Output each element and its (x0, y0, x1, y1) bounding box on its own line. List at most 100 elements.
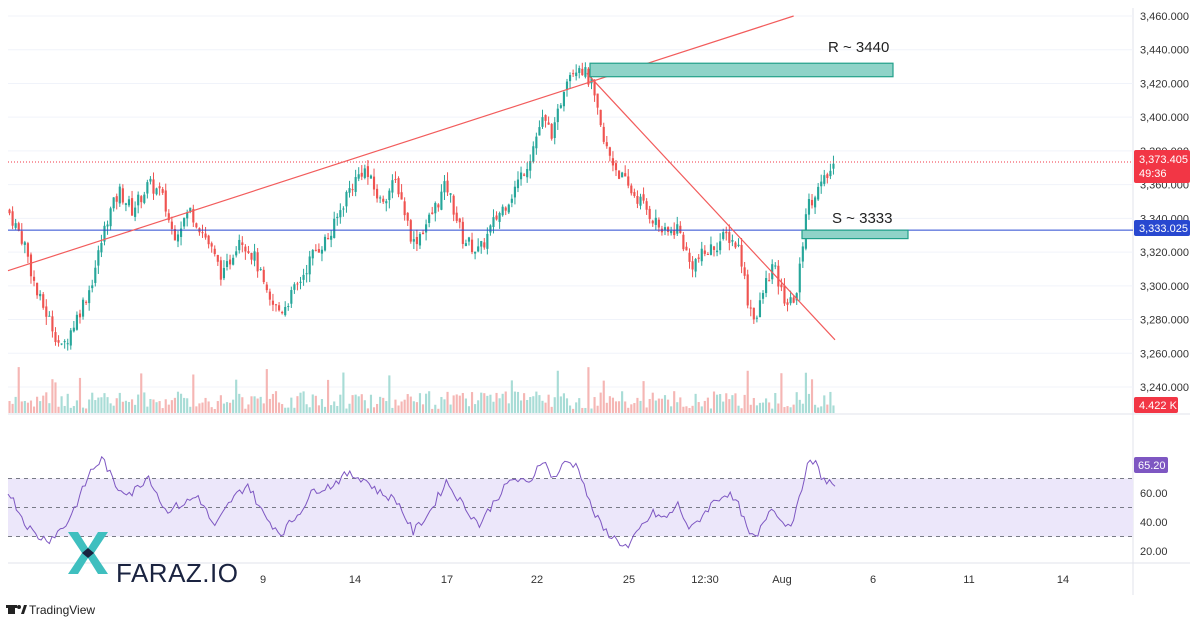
candle-body (541, 117, 544, 127)
volume-bar (807, 393, 811, 413)
candle-body (247, 251, 250, 253)
volume-bar (91, 392, 94, 413)
volume-bar (823, 395, 826, 413)
tradingview-logo-icon (6, 605, 27, 614)
candle-body (339, 210, 342, 218)
candle-body (299, 281, 302, 283)
volume-bar (795, 392, 798, 413)
candle-body (814, 197, 817, 208)
candle-layer (8, 62, 835, 351)
candle-body (146, 182, 149, 194)
candle-body (621, 172, 624, 178)
volume-bar (186, 398, 189, 413)
candle-body (91, 285, 94, 289)
candle-body (452, 195, 455, 215)
price-tick-label: 3,400.000 (1140, 112, 1189, 124)
main-pane (8, 8, 1133, 413)
candle-body (523, 174, 526, 176)
time-tick-label: 14 (349, 574, 361, 586)
volume-bar (149, 398, 152, 413)
rsi-value-badge: 65.20 (1134, 457, 1168, 473)
volume-bar (155, 402, 158, 413)
candle-body (259, 269, 262, 271)
volume-bar (274, 391, 278, 413)
volume-bar (556, 370, 559, 413)
volume-bar (437, 408, 440, 413)
volume-bar (746, 370, 749, 413)
axis-layer: 3,460.0003,440.0003,420.0003,400.0003,38… (1140, 11, 1189, 558)
candle-body (379, 197, 382, 199)
volume-bar (210, 407, 213, 413)
candle-body (688, 252, 691, 262)
candle-body (418, 233, 422, 246)
volume-bar (17, 367, 20, 413)
tradingview-attribution[interactable]: TradingView (6, 603, 95, 617)
volume-bar (771, 408, 774, 413)
candle-body (728, 232, 731, 243)
volume-bar (173, 397, 177, 413)
volume-bar (516, 391, 520, 413)
candle-body (587, 68, 590, 85)
volume-bar (103, 393, 106, 413)
candle-body (45, 306, 48, 317)
support-zone (801, 229, 909, 240)
candle-body (317, 249, 320, 253)
volume-bar (814, 404, 817, 413)
candle-body (722, 232, 725, 239)
candle-body (176, 234, 180, 242)
volume-bar (118, 392, 121, 413)
volume-bar (366, 408, 369, 413)
volume-bar (758, 402, 762, 413)
volume-bar (480, 392, 483, 413)
candle-body (532, 146, 535, 162)
resistance-zone (589, 62, 894, 78)
volume-bar (486, 395, 489, 413)
candle-body (682, 234, 685, 250)
candle-body (66, 343, 69, 345)
price-tick-label: 3,280.000 (1140, 315, 1189, 327)
price-tick-label: 3,320.000 (1140, 247, 1189, 259)
volume-bar (633, 403, 636, 413)
volume-bar (749, 404, 752, 413)
candle-body (483, 242, 486, 248)
candle-body (731, 240, 734, 242)
volume-bar (470, 392, 474, 413)
volume-bar (339, 394, 342, 413)
volume-bar (112, 405, 115, 413)
volume-bar (109, 403, 112, 413)
candle-body (29, 254, 33, 277)
volume-layer (8, 367, 835, 413)
candle-body (446, 180, 449, 193)
volume-bar (293, 407, 296, 413)
volume-bar (39, 401, 42, 413)
volume-bar (673, 391, 676, 413)
candle-body (345, 191, 348, 207)
candle-body (504, 207, 507, 211)
candle-body (385, 201, 388, 204)
volume-bar (314, 395, 317, 413)
volume-bar (648, 398, 651, 413)
volume-bar (354, 394, 357, 413)
volume-bar (605, 402, 608, 413)
candle-body (575, 72, 578, 77)
time-tick-label: 17 (441, 574, 453, 586)
volume-bar (541, 400, 544, 413)
candle-body (314, 249, 317, 251)
candle-body (17, 223, 20, 231)
candle-body (823, 175, 826, 184)
candle-body (783, 285, 786, 304)
volume-bar (213, 408, 216, 413)
candle-body (670, 230, 673, 234)
volume-bar (755, 405, 758, 413)
candle-body (648, 208, 651, 220)
volume-bar (219, 395, 222, 413)
zone-layer (589, 62, 909, 240)
candle-body (709, 244, 713, 255)
candle-body (388, 190, 391, 201)
candle-body (369, 175, 373, 179)
volume-bar (651, 392, 654, 413)
candle-body (152, 179, 155, 194)
volume-bar (783, 407, 786, 413)
price-tick-label: 3,460.000 (1140, 11, 1189, 23)
candle-body (792, 297, 795, 303)
